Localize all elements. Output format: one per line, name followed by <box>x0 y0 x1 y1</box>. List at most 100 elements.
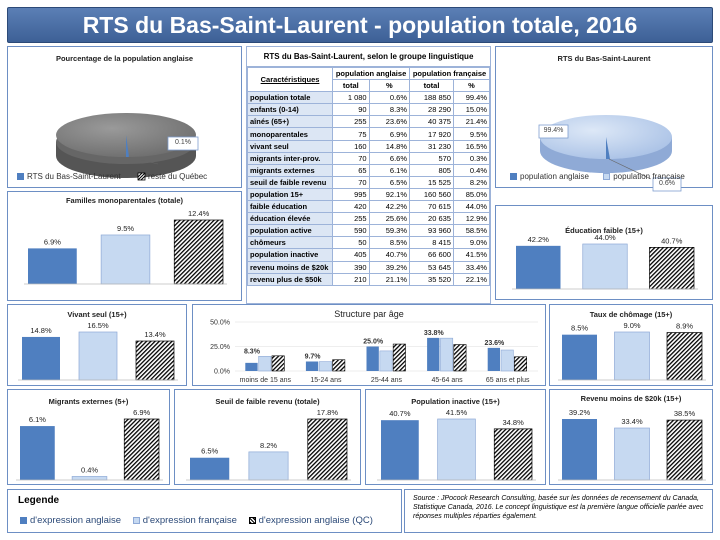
table-title: RTS du Bas-Saint-Laurent, selon le group… <box>247 47 490 67</box>
table-cell: 92.1% <box>368 187 411 202</box>
legend-items: d'expression anglaise d'expression franç… <box>20 515 373 526</box>
bar <box>614 427 650 481</box>
chart-panel-faible: Seuil de faible revenu (totale) 6.5% 8.2% 1… <box>174 389 361 485</box>
chart-title-migr: Migrants externes (5+) <box>48 397 129 406</box>
chart-svg-educ: 42.2% 44.0% 40.7% <box>512 233 698 290</box>
data-label: 38.5% <box>674 409 696 418</box>
age-structure-panel: Structure par âge 0.0% 25.0% 50.0% 8.3% moin… <box>192 304 546 386</box>
table-cell: 40 375 <box>409 115 454 129</box>
chart-svg-seul: 14.8% 16.5% 13.4% <box>18 321 178 381</box>
table-cell: 50 <box>332 236 370 250</box>
table-cell: 40.7% <box>368 248 411 262</box>
pie-panel-right: RTS du Bas-Saint-Laurent 99.4% 0.6% <box>495 46 713 192</box>
pie-right-leader <box>608 158 652 180</box>
bar <box>514 356 527 372</box>
legend-item-francaise: d'expression française <box>142 515 237 526</box>
table-cell: 16.5% <box>452 139 491 153</box>
chart-panel-chom: Taux de chômage (15+) 8.5% 9.0% 8.9% <box>549 304 713 386</box>
table-cell: 0.3% <box>452 151 491 165</box>
table-cell: 160 <box>332 139 370 153</box>
data-label: 0.4% <box>81 465 98 474</box>
pie-right-legend-francaise: population française <box>613 172 685 181</box>
data-label: 9.5% <box>117 224 134 233</box>
bar <box>649 247 695 290</box>
legend-swatch-francaise <box>603 173 611 180</box>
table-header-total: total <box>332 79 370 93</box>
data-label: 6.1% <box>29 415 46 424</box>
table-cell: 1 080 <box>332 91 370 105</box>
table-cell: 20 635 <box>409 212 454 226</box>
table-cell: 70 <box>332 151 370 165</box>
bar <box>437 418 476 481</box>
pie-right-label-box-big <box>538 124 569 139</box>
chart-title-faible: Seuil de faible revenu (totale) <box>215 397 320 406</box>
table-row-label: faible éducation <box>246 200 334 214</box>
table-cell: 590 <box>332 224 370 238</box>
data-label: 34.8% <box>502 418 524 427</box>
data-label: 44.0% <box>594 233 616 242</box>
x-tick-label: 25-44 ans <box>371 377 403 384</box>
table-row-label: population inactive <box>246 248 334 262</box>
table-row: population inactive 405 40.7% 66 600 41.5% <box>246 248 491 262</box>
table-cell: 8.2% <box>452 175 491 189</box>
table-row-label: revenu moins de $20k <box>246 260 334 274</box>
pie-right-title: RTS du Bas-Saint-Laurent <box>557 54 651 63</box>
legend-swatch-anglaise <box>510 173 517 180</box>
table-cell: 15 525 <box>409 175 454 189</box>
table-row: population 15+ 995 92.1% 160 560 85.0% <box>246 187 491 202</box>
table-cell: 995 <box>332 187 370 202</box>
chart-panel-seul: Vivant seul (15+) 14.8% 16.5% 13.4% <box>7 304 187 386</box>
table-row-label: migrants externes <box>246 163 334 177</box>
table-cell: 255 <box>332 115 370 129</box>
table-row: chômeurs 50 8.5% 8 415 9.0% <box>246 236 491 250</box>
table-cell: 188 850 <box>409 91 454 105</box>
x-tick-label: moins de 15 ans <box>240 377 292 384</box>
table-cell: 6.9% <box>368 127 411 141</box>
legend-panel: Legende d'expression anglaise d'expressi… <box>7 489 402 533</box>
table-row-label: monoparentales <box>246 127 334 141</box>
bar <box>307 418 348 481</box>
bar <box>190 457 230 480</box>
table-row-label: population active <box>246 224 334 238</box>
table-row-label: seuil de faible revenu <box>246 175 334 189</box>
table-row-label: vivant seul <box>246 139 334 153</box>
bar <box>71 476 108 481</box>
data-label: 13.4% <box>144 330 166 339</box>
data-label: 41.5% <box>446 408 468 417</box>
table-row: seuil de faible revenu 70 6.5% 15 525 8.2% <box>246 175 491 189</box>
table-row: monoparentales 75 6.9% 17 920 9.5% <box>246 127 491 141</box>
bar <box>123 418 160 481</box>
table-row: enfants (0-14) 90 8.3% 28 290 15.0% <box>246 103 491 117</box>
table-row-label: population 15+ <box>246 187 334 202</box>
table-row-label: population totale <box>246 91 334 105</box>
bar <box>562 334 597 380</box>
table-cell: 255 <box>332 212 370 226</box>
data-label: 33.8% <box>424 330 445 337</box>
pie-left-legend-qc: reste du Québec <box>148 172 208 181</box>
bar <box>453 344 467 372</box>
bar <box>516 245 561 289</box>
data-label: 8.5% <box>571 324 588 333</box>
table-row: aînés (65+) 255 23.6% 40 375 21.4% <box>246 115 491 129</box>
x-tick-label: 65 ans et plus <box>486 377 530 384</box>
chart-svg-mono: 6.9% 9.5% 12.4% <box>24 209 227 285</box>
pie-right-label-small: 0.6% <box>659 180 675 187</box>
data-label: 39.2% <box>569 408 591 417</box>
data-label: 33.4% <box>621 417 643 426</box>
bar <box>493 428 533 481</box>
bar <box>271 355 285 372</box>
pie-left-svg <box>17 113 199 181</box>
table-header-francaise: population française <box>409 66 490 81</box>
chart-title-seul: Vivant seul (15+) <box>67 310 127 319</box>
table-cell: 75 <box>332 127 370 141</box>
pie-left-leader <box>127 156 159 165</box>
data-label: 25.0% <box>363 339 384 346</box>
table-cell: 6.1% <box>368 163 411 177</box>
bar <box>379 350 393 372</box>
data-label: 8.9% <box>676 322 693 331</box>
x-tick-label: 15-24 ans <box>310 377 342 384</box>
table-cell: 160 560 <box>409 187 454 202</box>
table-cell: 420 <box>332 200 370 214</box>
chart-panel-rev: Revenu moins de $20k (15+) 39.2% 33.4% 38.5… <box>549 389 713 485</box>
table-cell: 6.6% <box>368 151 411 165</box>
